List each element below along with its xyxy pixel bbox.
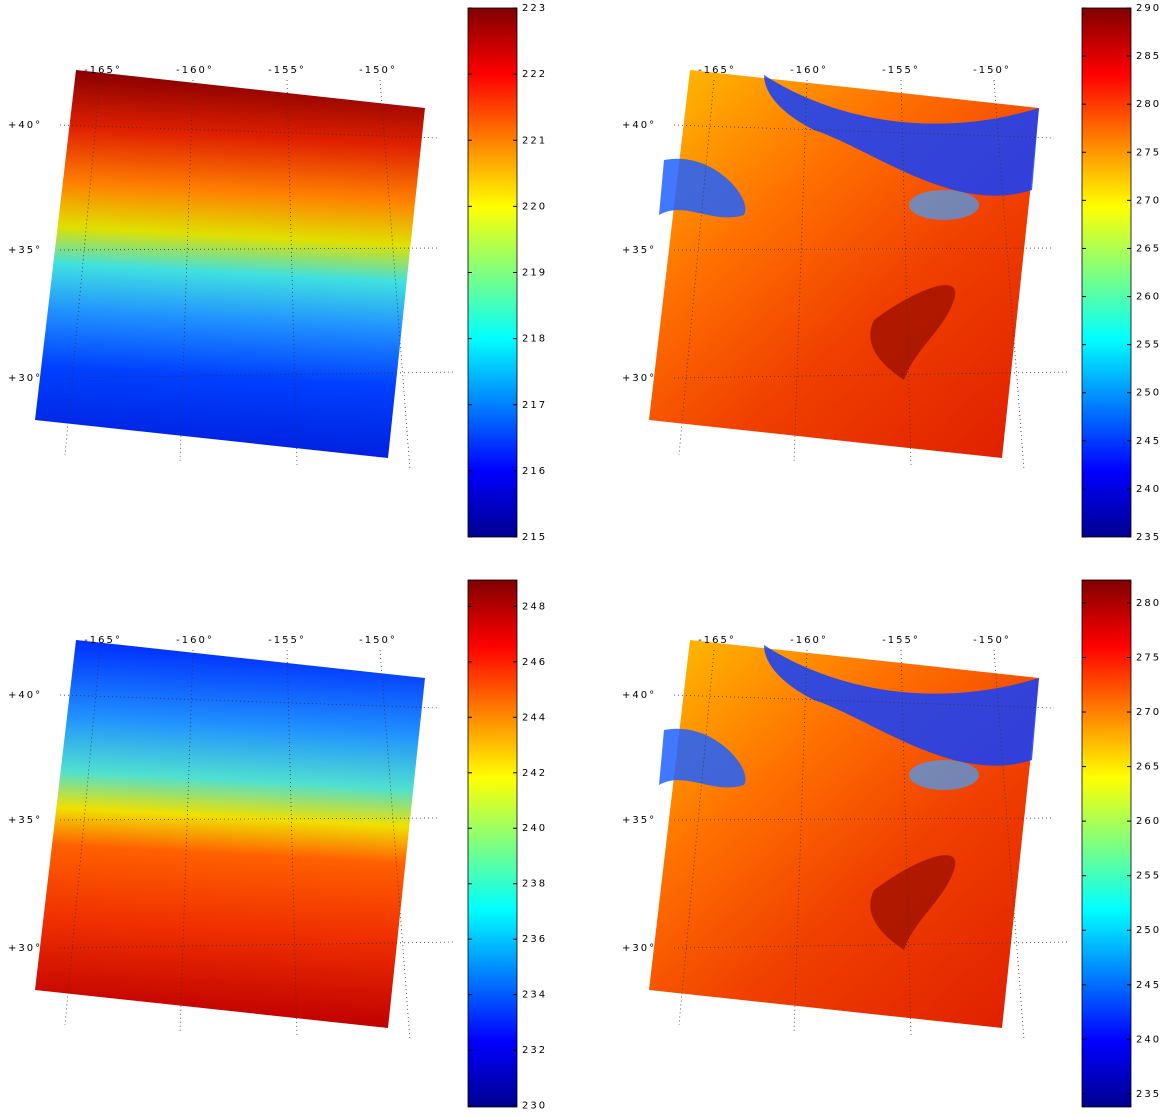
colorbar-tick-label: 245 [1136, 436, 1161, 447]
colorbar [1082, 8, 1131, 537]
colorbar-tick-label: 285 [1136, 51, 1161, 62]
colorbar-tick-label: 242 [522, 768, 547, 779]
colorbar-tick-label: 265 [1136, 762, 1161, 773]
lon-label: -155° [268, 65, 306, 76]
colorbar-tick-label: 223 [522, 3, 547, 14]
colorbar-tick-label: 290 [1136, 3, 1161, 14]
colorbar-tick-label: 218 [522, 334, 547, 345]
lon-label: -160° [790, 635, 828, 646]
lat-label: +35° [8, 815, 42, 826]
colorbar-tick-label: 260 [1136, 816, 1161, 827]
lon-label: -155° [882, 635, 920, 646]
colorbar-tick-label: 270 [1136, 195, 1161, 206]
lon-label: -165° [84, 635, 122, 646]
colorbar-tick-label: 238 [522, 879, 547, 890]
colorbar-tick-label: 245 [1136, 980, 1161, 991]
colorbar-tick-label: 232 [522, 1045, 547, 1056]
lat-label: +40° [622, 690, 656, 701]
lat-label: +30° [8, 943, 42, 954]
lon-label: -165° [84, 65, 122, 76]
colorbar-tick-label: 217 [522, 400, 547, 411]
colorbar-tick-label: 215 [522, 532, 547, 543]
colorbar-tick-label: 216 [522, 466, 547, 477]
colorbar-tick-label: 280 [1136, 598, 1161, 609]
colorbar-tick-label: 246 [522, 657, 547, 668]
colorbar-tick-label: 240 [1136, 484, 1161, 495]
colorbar [468, 8, 517, 537]
colorbar-tick-label: 248 [522, 601, 547, 612]
lon-label: -160° [176, 65, 214, 76]
lat-label: +40° [8, 120, 42, 131]
lat-label: +30° [622, 943, 656, 954]
colorbar [1082, 580, 1131, 1107]
map-image [35, 70, 425, 458]
map-panel: -165° -160° -155° -150° +40° +35° +30° [8, 65, 455, 470]
colorbar-tick-label: 244 [522, 712, 547, 723]
colorbar-tick-label: 255 [1136, 871, 1161, 882]
colorbar-tick-label: 220 [522, 201, 547, 212]
colorbar-tick-label: 235 [1136, 1089, 1161, 1100]
colorbar-tick-label: 260 [1136, 292, 1161, 303]
colorbar-tick-label: 280 [1136, 99, 1161, 110]
colorbar-tick-label: 221 [522, 135, 547, 146]
lon-label: -150° [359, 65, 397, 76]
cloud-spot [909, 190, 979, 220]
lat-label: +30° [622, 373, 656, 384]
lon-label: -155° [268, 635, 306, 646]
panels: -165° -160° -155° -150° +40° +35° +30° 215 216 21… [8, 3, 1161, 1112]
colorbar-tick-label: 250 [1136, 925, 1161, 936]
colorbar-tick-label: 235 [1136, 532, 1161, 543]
colorbar-tick-label: 219 [522, 268, 547, 279]
map-panel: -165° -160° -155° -150° +40° +35° +30° [8, 635, 455, 1040]
colorbar-tick-label: 270 [1136, 707, 1161, 718]
colorbar-tick-label: 222 [522, 69, 547, 80]
lon-label: -150° [973, 65, 1011, 76]
map-panel: -165° -160° -155° -150° +40° +35° +30° [622, 635, 1069, 1040]
colorbar-tick-label: 255 [1136, 340, 1161, 351]
figure: -165° -160° -155° -150° +40° +35° +30° 215 216 21… [0, 0, 1169, 1113]
lon-label: -165° [698, 635, 736, 646]
colorbar-tick-label: 275 [1136, 652, 1161, 663]
colorbar-tick-label: 265 [1136, 243, 1161, 254]
lat-label: +35° [622, 245, 656, 256]
colorbar-tick-label: 230 [522, 1101, 547, 1112]
lon-label: -160° [176, 635, 214, 646]
lat-label: +40° [622, 120, 656, 131]
lat-label: +35° [622, 815, 656, 826]
cloud-spot [909, 760, 979, 790]
colorbar-tick-label: 275 [1136, 147, 1161, 158]
lat-label: +30° [8, 373, 42, 384]
colorbar-tick-label: 250 [1136, 388, 1161, 399]
colorbar-tick-label: 234 [522, 990, 547, 1001]
lat-label: +35° [8, 245, 42, 256]
lon-label: -150° [973, 635, 1011, 646]
colorbar-tick-label: 240 [1136, 1034, 1161, 1045]
colorbar [468, 580, 517, 1107]
colorbar-tick-label: 240 [522, 823, 547, 834]
map-panel: -165° -160° -155° -150° +40° +35° +30° [622, 65, 1069, 470]
lon-label: -150° [359, 635, 397, 646]
lat-label: +40° [8, 690, 42, 701]
map-image [35, 640, 425, 1028]
lon-label: -160° [790, 65, 828, 76]
colorbar-tick-label: 236 [522, 934, 547, 945]
lon-label: -155° [882, 65, 920, 76]
lon-label: -165° [698, 65, 736, 76]
